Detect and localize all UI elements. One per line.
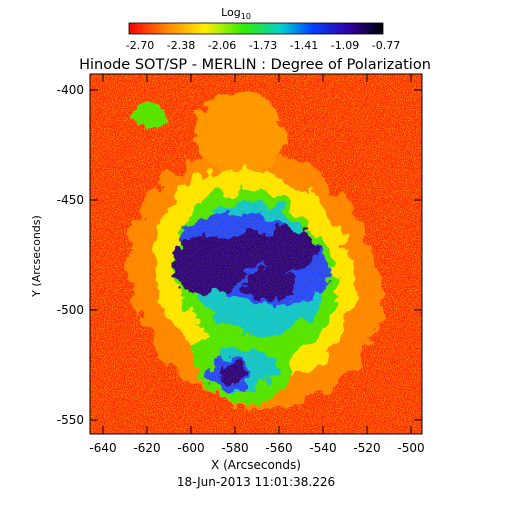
x-tick-label: -620 (133, 441, 160, 455)
colorbar-label: Log10 (221, 6, 251, 21)
y-axis-label: Y (Arcseconds) (30, 215, 43, 298)
y-tick-label: -400 (57, 83, 84, 97)
x-tick-label: -560 (265, 441, 292, 455)
colorbar-tick-label: -0.77 (372, 39, 400, 52)
plot-title: Hinode SOT/SP - MERLIN : Degree of Polar… (79, 57, 431, 73)
colorbar-tick-label: -1.73 (249, 39, 277, 52)
colorbar-ticks: -2.70 -2.38 -2.06 -1.73 -1.41 -1.09 -0.7… (126, 39, 400, 52)
y-tick-label: -450 (57, 193, 84, 207)
y-tick-label: -500 (57, 303, 84, 317)
x-tick-label: -600 (177, 441, 204, 455)
colorbar-tick-label: -2.38 (167, 39, 195, 52)
x-tick-label: -580 (221, 441, 248, 455)
polarization-map-image (90, 74, 422, 434)
x-tick-label: -540 (309, 441, 336, 455)
y-ticks: -400 -450 -500 -550 (57, 83, 84, 427)
colorbar-tick-label: -2.70 (126, 39, 154, 52)
colorbar-tick-label: -2.06 (208, 39, 236, 52)
timestamp: 18-Jun-2013 11:01:38.226 (177, 475, 335, 489)
y-tick-label: -550 (57, 413, 84, 427)
colorbar (128, 22, 384, 35)
colorbar-tick-label: -1.09 (331, 39, 359, 52)
x-ticks: -640 -620 -600 -580 -560 -540 -520 -500 (89, 441, 424, 455)
x-tick-label: -500 (397, 441, 424, 455)
x-tick-label: -520 (353, 441, 380, 455)
colorbar-tick-label: -1.41 (290, 39, 318, 52)
x-tick-label: -640 (89, 441, 116, 455)
x-axis-label: X (Arcseconds) (211, 458, 301, 472)
